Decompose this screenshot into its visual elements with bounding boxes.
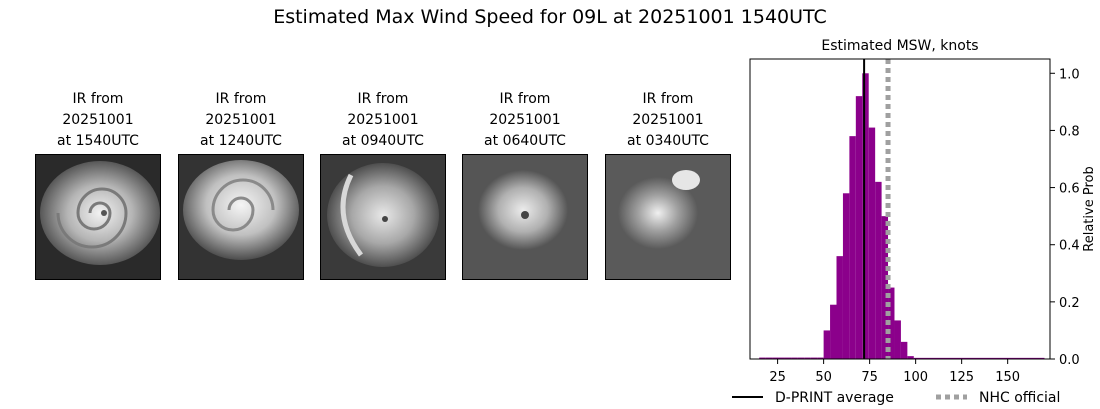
y-tick-label: 0.2 xyxy=(1059,296,1080,311)
ir-caption-date: 20251001 xyxy=(632,112,704,128)
histogram-bar xyxy=(836,256,843,359)
y-tick-label: 0.8 xyxy=(1059,124,1080,139)
histogram-bar xyxy=(830,304,837,359)
ir-panel-1: IR from 20251001 at 1540UTC xyxy=(35,89,161,280)
histogram-bar xyxy=(862,73,869,360)
x-axis: 25 50 75 100 125 150 xyxy=(769,359,1020,385)
ir-caption-time: at 1540UTC xyxy=(57,133,139,149)
histogram-bar xyxy=(797,357,805,359)
histogram-bar xyxy=(855,96,863,360)
histogram-bar xyxy=(804,357,811,359)
histogram-bar xyxy=(868,127,876,359)
histogram-bar xyxy=(791,357,798,359)
ir-caption: IR from 20251001 at 0340UTC xyxy=(605,89,731,152)
ir-panel-2: IR from 20251001 at 1240UTC xyxy=(178,89,304,280)
x-tick-label: 75 xyxy=(861,370,878,385)
chart-legend: D-PRINT average NHC official xyxy=(732,390,1060,406)
legend-label: D-PRINT average xyxy=(775,390,894,406)
histogram-bar xyxy=(784,357,792,359)
ir-caption: IR from 20251001 at 1540UTC xyxy=(35,89,161,152)
histogram-bar xyxy=(894,320,901,359)
ir-caption-date: 20251001 xyxy=(205,112,277,128)
ir-caption-line: IR from xyxy=(215,91,267,107)
ir-panel-3: IR from 20251001 at 0940UTC xyxy=(320,89,446,280)
ir-satellite-image xyxy=(178,154,304,280)
x-tick-label: 25 xyxy=(769,370,786,385)
x-tick-label: 125 xyxy=(949,370,974,385)
ir-panel-4: IR from 20251001 at 0640UTC xyxy=(462,89,588,280)
histogram-bar xyxy=(881,216,889,359)
histogram-bar xyxy=(849,136,856,359)
reference-lines xyxy=(863,59,891,359)
ir-caption-date: 20251001 xyxy=(62,112,134,128)
ir-panel-5: IR from 20251001 at 0340UTC xyxy=(605,89,731,280)
histogram-bar xyxy=(772,357,779,359)
histogram-bars xyxy=(759,73,1045,360)
legend-label: NHC official xyxy=(979,390,1060,406)
y-axis-label: Relative Prob xyxy=(1082,166,1097,251)
ir-satellite-image xyxy=(35,154,161,280)
y-axis: 0.0 0.2 0.4 0.6 0.8 1.0 xyxy=(1050,67,1080,368)
ir-caption-line: IR from xyxy=(357,91,409,107)
histogram-bar xyxy=(817,357,824,359)
ir-caption-time: at 0940UTC xyxy=(342,133,424,149)
histogram-bar xyxy=(888,287,895,359)
histogram-bar xyxy=(778,357,785,359)
ir-caption-line: IR from xyxy=(642,91,694,107)
histogram-bar xyxy=(875,181,882,359)
y-tick-label: 0.6 xyxy=(1059,182,1080,197)
histogram-bar xyxy=(759,357,766,359)
x-tick-label: 150 xyxy=(995,370,1020,385)
histogram-bar xyxy=(900,341,908,359)
ir-caption-line: IR from xyxy=(72,91,124,107)
ir-satellite-image xyxy=(605,154,731,280)
ir-satellite-image xyxy=(462,154,588,280)
ir-caption-date: 20251001 xyxy=(347,112,419,128)
x-tick-label: 100 xyxy=(903,370,928,385)
y-tick-label: 0.4 xyxy=(1059,239,1080,254)
y-tick-label: 1.0 xyxy=(1059,67,1080,82)
histogram-bar xyxy=(842,193,850,359)
histogram-bar xyxy=(907,356,914,359)
histogram-bar xyxy=(765,357,773,359)
ir-caption-time: at 0340UTC xyxy=(627,133,709,149)
ir-caption-time: at 0640UTC xyxy=(484,133,566,149)
ir-caption: IR from 20251001 at 0940UTC xyxy=(320,89,446,152)
ir-caption: IR from 20251001 at 1240UTC xyxy=(178,89,304,152)
y-tick-label: 0.0 xyxy=(1059,353,1080,368)
figure-title: Estimated Max Wind Speed for 09L at 2025… xyxy=(273,6,827,28)
ir-satellite-image xyxy=(320,154,446,280)
x-tick-label: 50 xyxy=(815,370,832,385)
histogram-bar xyxy=(810,357,818,359)
ir-caption-time: at 1240UTC xyxy=(200,133,282,149)
histogram-bar xyxy=(913,357,1045,359)
chart-title: Estimated MSW, knots xyxy=(821,38,978,54)
ir-caption-line: IR from xyxy=(499,91,551,107)
plot-frame xyxy=(749,58,1051,360)
ir-caption-date: 20251001 xyxy=(489,112,561,128)
histogram-bar xyxy=(823,330,831,359)
ir-caption: IR from 20251001 at 0640UTC xyxy=(462,89,588,152)
